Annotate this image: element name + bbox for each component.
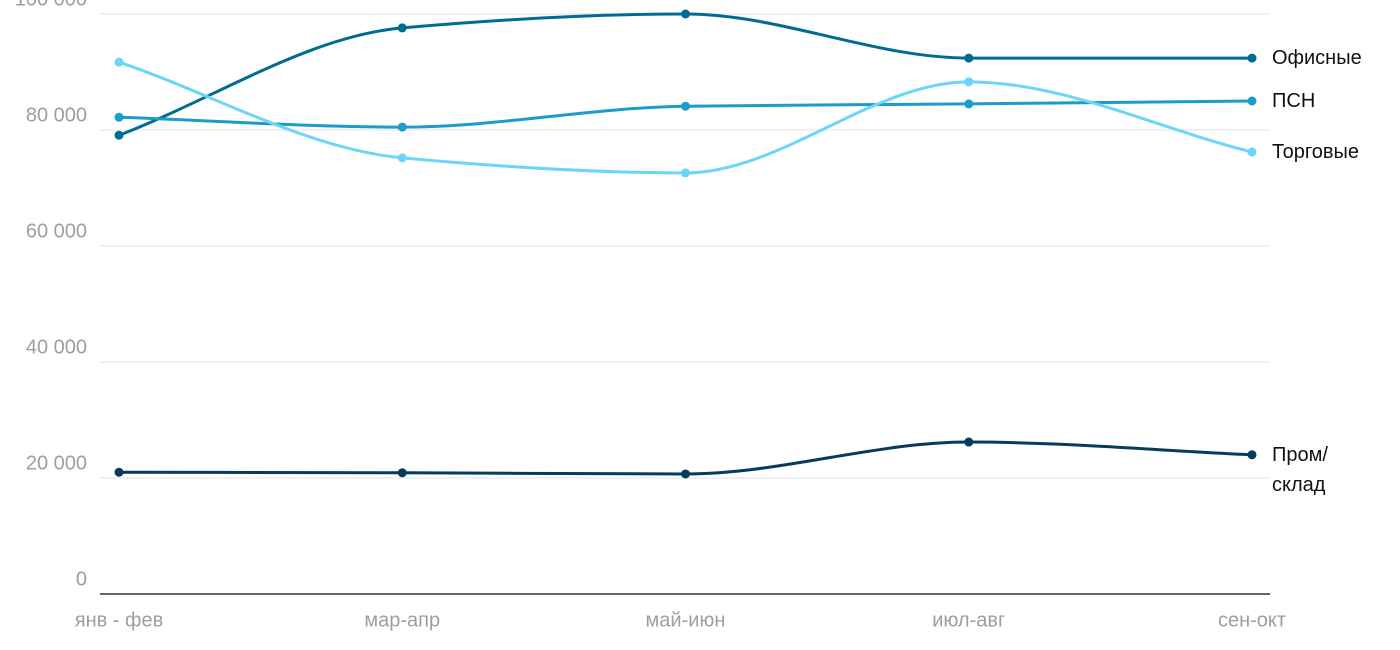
- data-point: [397, 122, 407, 132]
- data-point: [964, 437, 974, 447]
- y-tick-label: 20 000: [26, 452, 87, 474]
- y-tick-label: 40 000: [26, 336, 87, 358]
- data-point: [964, 53, 974, 63]
- y-tick-label: 60 000: [26, 220, 87, 242]
- x-tick-label: сен-окт: [1218, 609, 1286, 631]
- series-label: Пром/ склад: [1272, 443, 1328, 496]
- data-point: [1247, 450, 1257, 460]
- x-tick-label: мар-апр: [364, 609, 440, 631]
- series-label: ПСН: [1272, 90, 1316, 112]
- data-point: [1247, 96, 1257, 106]
- series-label: Офисные: [1272, 47, 1362, 70]
- x-tick-label: май-июн: [646, 609, 726, 631]
- data-point: [681, 9, 690, 19]
- y-tick-label: 0: [76, 568, 87, 590]
- x-tick-label: июл-авг: [932, 609, 1005, 631]
- data-point: [114, 130, 124, 140]
- data-point: [114, 112, 124, 122]
- data-point: [114, 467, 124, 477]
- data-point: [964, 77, 974, 87]
- data-point: [681, 101, 690, 111]
- data-point: [397, 153, 407, 163]
- data-point: [681, 168, 690, 178]
- data-point: [964, 99, 974, 109]
- series-line: [118, 12, 1252, 137]
- data-point: [1247, 53, 1257, 63]
- y-tick-label: 100 000: [15, 0, 87, 10]
- series-line: [118, 60, 1253, 175]
- x-tick-label: янв - фев: [75, 609, 163, 631]
- data-point: [114, 57, 124, 67]
- data-point: [1247, 147, 1257, 157]
- data-point: [681, 469, 690, 479]
- data-point: [397, 468, 407, 478]
- data-point: [397, 23, 407, 33]
- series-label: Торговые: [1272, 141, 1360, 164]
- y-tick-label: 80 000: [26, 104, 87, 126]
- series-line: [118, 440, 1253, 476]
